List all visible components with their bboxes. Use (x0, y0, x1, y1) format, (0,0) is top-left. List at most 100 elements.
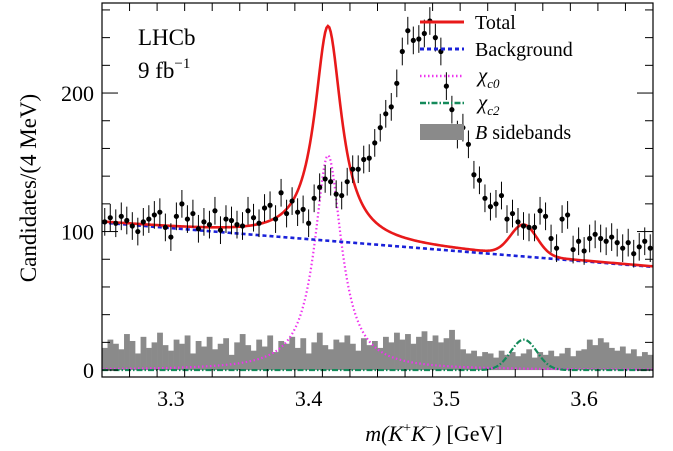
sideband-bar (327, 349, 334, 371)
sideband-bar (586, 339, 593, 371)
data-point (520, 223, 527, 229)
data-point (647, 245, 653, 251)
data-point (118, 213, 124, 219)
data-point (129, 223, 135, 229)
data-point (300, 206, 306, 212)
x-tick-label: 3.4 (295, 386, 323, 411)
sideband-bar (542, 354, 549, 371)
data-point (201, 219, 207, 225)
data-point (146, 216, 152, 222)
data-point (504, 216, 510, 222)
sideband-bar (416, 336, 422, 371)
data-point (559, 216, 565, 222)
data-point (421, 30, 427, 37)
sideband-bar (206, 336, 213, 371)
sideband-bar (322, 345, 329, 371)
sideband-bar (168, 350, 174, 371)
sideband-bar (300, 338, 307, 371)
data-point (135, 228, 141, 235)
data-point (598, 235, 604, 242)
data-point (245, 208, 251, 214)
legend-total-label: Total (475, 12, 516, 34)
sideband-bar (338, 342, 345, 371)
sideband-bar (360, 338, 367, 371)
legend-background-label: Background (475, 39, 573, 61)
data-point (487, 204, 494, 210)
x-tick-label: 3.3 (157, 386, 185, 411)
data-point (526, 224, 532, 230)
legend-sidebands-label: B sidebands (475, 122, 571, 144)
sideband-bar (124, 334, 130, 371)
sideband-bar (636, 356, 643, 371)
sidebands-histogram (102, 329, 654, 371)
y-tick-label: 0 (83, 358, 94, 383)
sideband-bar (371, 340, 378, 371)
data-point (399, 48, 405, 55)
sideband-bar (201, 346, 207, 371)
sideband-bar (641, 352, 648, 371)
data-point (388, 104, 394, 110)
x-tick-label: 3.6 (570, 386, 598, 411)
legend-chi-c2-label: χc2 (476, 90, 500, 118)
data-point (267, 202, 273, 208)
sideband-bar (548, 350, 555, 371)
data-point (261, 205, 268, 211)
sideband-bar (135, 353, 141, 371)
data-point (102, 219, 108, 225)
chi-c2-curve (102, 338, 653, 372)
sideband-bar (223, 338, 230, 371)
sideband-bar (278, 340, 285, 371)
data-point (239, 223, 246, 229)
data-point (333, 191, 339, 197)
sideband-bar (388, 342, 395, 371)
data-point (361, 156, 367, 163)
data-point (587, 235, 593, 242)
sideband-bar (267, 335, 274, 371)
sideband-bar (630, 349, 637, 371)
data-point (184, 216, 191, 222)
sideband-bar (526, 349, 533, 371)
sideband-bar (476, 356, 483, 371)
sideband-bar (228, 354, 235, 371)
sideband-bar (212, 349, 219, 371)
data-point (614, 240, 620, 246)
sideband-bar (256, 339, 263, 371)
data-point (289, 198, 295, 204)
data-point (256, 220, 262, 226)
sideband-bar (245, 345, 252, 371)
legend-chi-c0-label: χc0 (476, 63, 500, 91)
sideband-bar (482, 352, 488, 371)
data-point (493, 201, 499, 207)
sideband-bar (537, 352, 544, 371)
sideband-bar (427, 340, 433, 371)
data-point (603, 238, 609, 244)
sideband-bar (394, 332, 400, 371)
y-tick-label: 100 (61, 220, 94, 245)
data-point (317, 184, 323, 190)
sideband-bar (597, 338, 604, 371)
data-points (102, 7, 653, 268)
sideband-bar (234, 342, 241, 371)
data-point (631, 251, 637, 257)
data-point (405, 28, 411, 34)
sideband-bar (443, 338, 450, 371)
data-point (355, 166, 361, 172)
sideband-bar (217, 343, 224, 371)
data-point (416, 36, 422, 42)
sideband-bar (195, 340, 202, 371)
data-point (482, 195, 488, 201)
sideband-bar (603, 342, 610, 371)
data-point (195, 226, 202, 232)
data-point (151, 212, 157, 218)
data-point (592, 231, 598, 237)
data-point (179, 201, 185, 207)
sideband-bar (399, 339, 406, 371)
data-point (620, 245, 626, 251)
data-point (383, 111, 389, 117)
sideband-bar (140, 336, 147, 371)
sideband-bar (432, 335, 439, 371)
sideband-bar (184, 335, 191, 371)
sideband-bar (173, 339, 180, 371)
sideband-bar (377, 347, 384, 371)
